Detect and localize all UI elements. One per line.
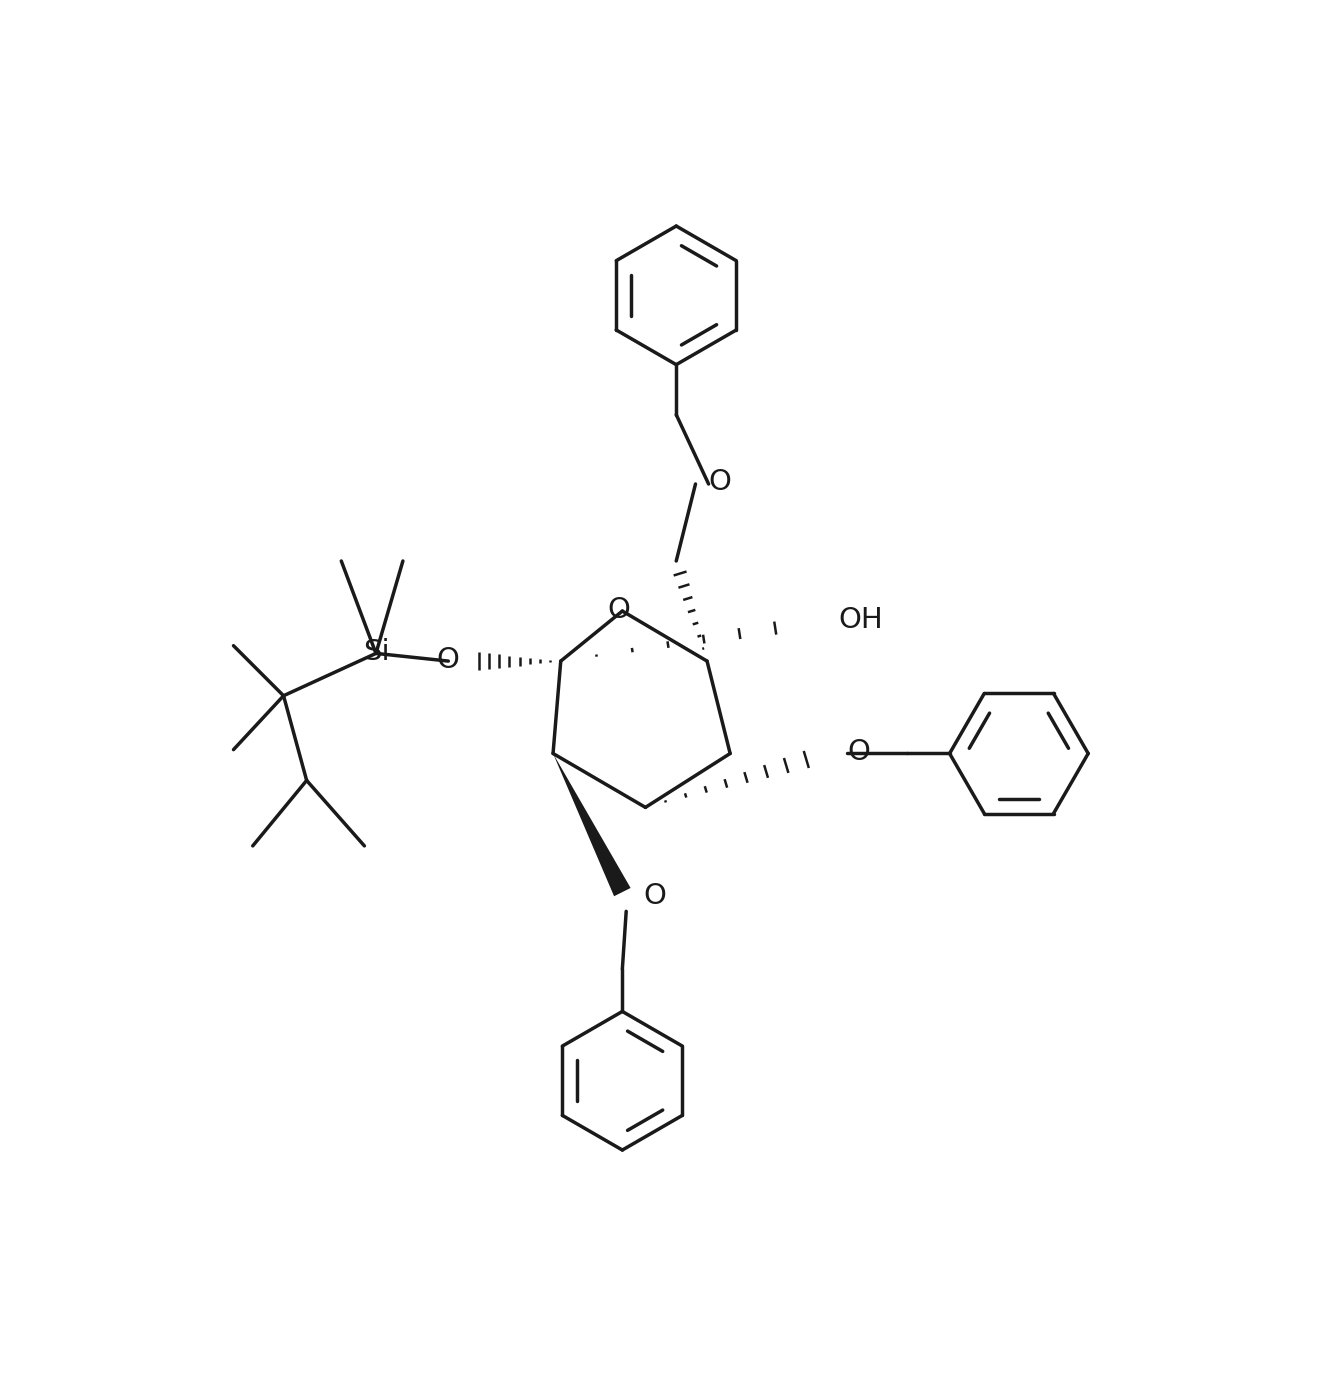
Polygon shape — [554, 754, 630, 896]
Text: Si: Si — [362, 638, 389, 666]
Text: O: O — [709, 469, 731, 497]
Text: O: O — [608, 596, 630, 624]
Text: O: O — [643, 882, 666, 910]
Text: OH: OH — [838, 606, 883, 634]
Text: O: O — [847, 738, 870, 766]
Text: O: O — [436, 645, 459, 673]
